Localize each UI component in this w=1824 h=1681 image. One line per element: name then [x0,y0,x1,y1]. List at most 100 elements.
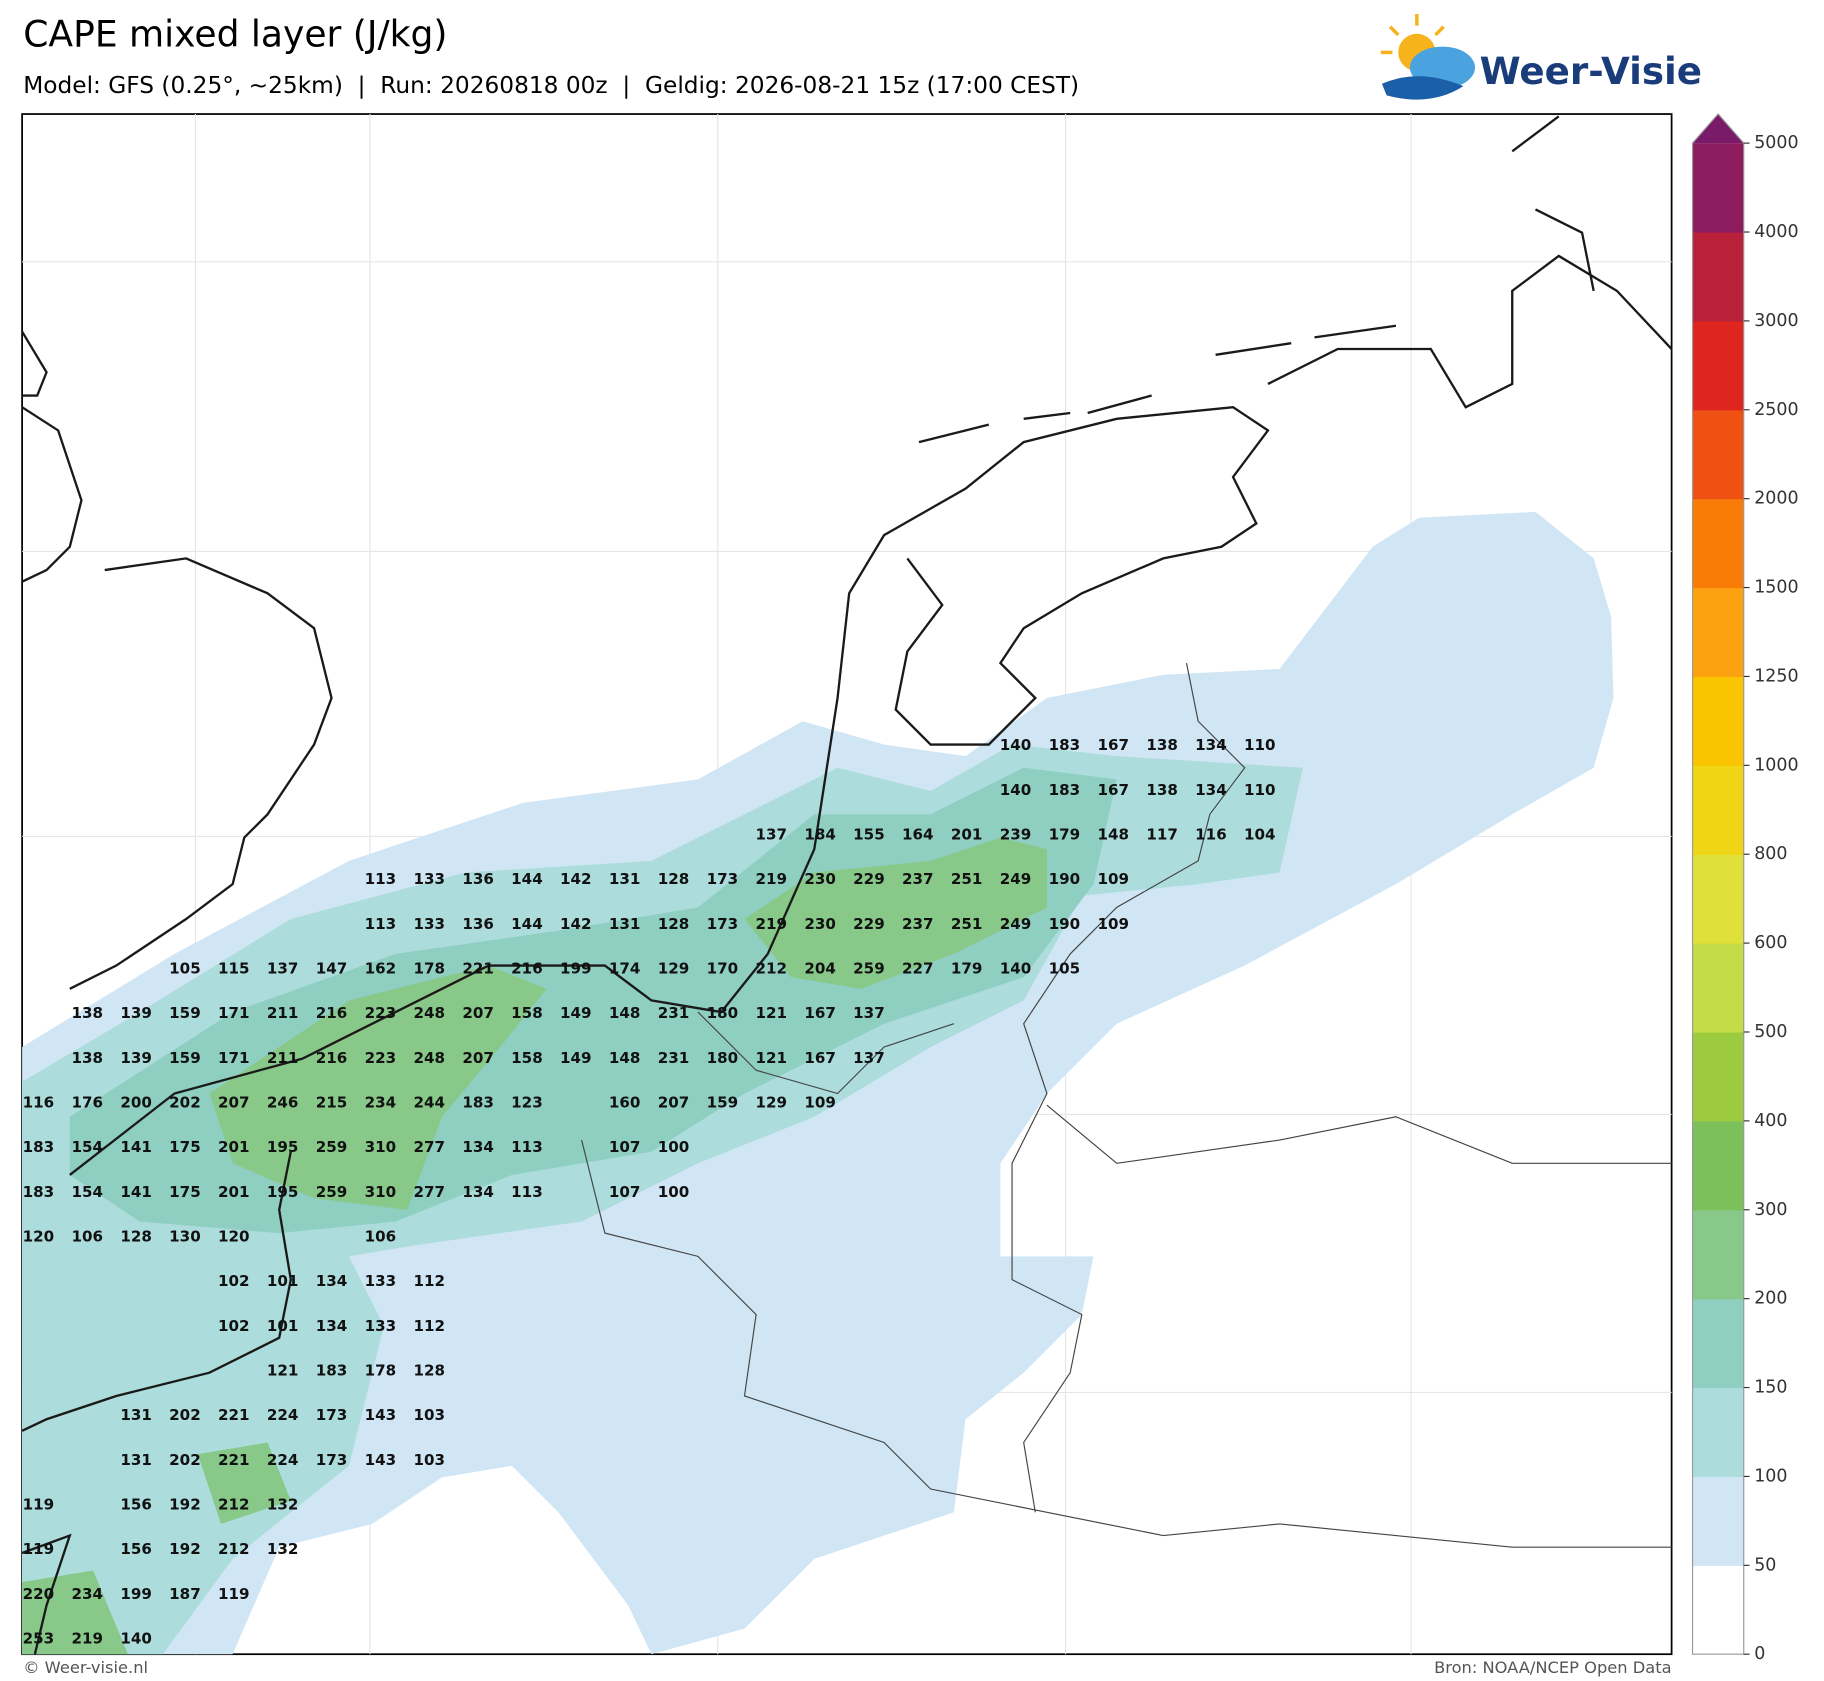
cape-value: 310 [365,1183,397,1201]
cape-value: 130 [169,1228,201,1246]
cape-value: 105 [169,960,201,978]
colorbar-segment [1692,587,1744,678]
cape-value: 173 [316,1451,348,1469]
cape-value: 133 [413,915,445,933]
colorbar-segment [1692,143,1744,233]
cape-value: 180 [707,1004,739,1022]
colorbar-frame [1691,113,1745,1655]
colorbar-segment [1692,1565,1744,1655]
cape-value: 211 [267,1004,299,1022]
cape-value: 277 [413,1138,445,1156]
cape-value: 244 [413,1094,445,1112]
cape-value: 159 [707,1094,739,1112]
cape-value: 179 [951,960,983,978]
colorbar-segment [1692,1298,1744,1389]
cape-value: 134 [316,1272,348,1290]
cape-value: 171 [218,1049,250,1067]
colorbar-label: 5000 [1754,133,1798,153]
cape-value: 173 [707,915,739,933]
cape-value: 175 [169,1138,201,1156]
cape-value: 136 [462,870,494,888]
cape-value: 202 [169,1451,201,1469]
cape-value: 132 [267,1496,299,1514]
cape-value: 129 [658,960,690,978]
cape-value: 109 [1097,870,1129,888]
cape-value: 223 [365,1004,397,1022]
cape-value: 106 [71,1228,103,1246]
cape-value: 128 [658,870,690,888]
cape-value: 131 [120,1451,152,1469]
cape-value: 143 [365,1451,397,1469]
colorbar-segment [1692,854,1744,944]
cape-value: 148 [1097,826,1129,844]
cape-value: 249 [1000,915,1032,933]
cape-value: 199 [560,960,592,978]
cape-value: 134 [1195,736,1227,754]
cape-value: 215 [316,1094,348,1112]
cape-value: 183 [1049,781,1081,799]
colorbar-segment [1692,320,1744,411]
colorbar-label: 3000 [1754,311,1798,331]
cape-value: 234 [365,1094,397,1112]
cape-value: 113 [365,870,397,888]
cape-value: 138 [71,1049,103,1067]
colorbar: 0 50 100 150 200 300 400 500 600 800 1000 1250 1500 2… [1691,113,1799,1664]
cape-value: 248 [413,1049,445,1067]
cape-value: 160 [609,1094,641,1112]
cape-value: 128 [413,1362,445,1380]
cape-value: 137 [853,1049,885,1067]
cape-value: 140 [1000,960,1032,978]
colorbar-segment [1692,676,1744,766]
cape-value: 158 [511,1049,543,1067]
cape-value: 110 [1244,781,1276,799]
cape-value: 251 [951,870,983,888]
cape-value: 207 [462,1049,494,1067]
cape-value: 219 [755,870,787,888]
cape-value: 119 [23,1496,55,1514]
cape-value: 119 [218,1585,250,1603]
cape-value: 109 [1097,915,1129,933]
cape-value: 137 [755,826,787,844]
cape-value: 224 [267,1451,299,1469]
cape-value: 237 [902,915,934,933]
cape-value: 259 [853,960,885,978]
cape-value: 137 [267,960,299,978]
cape-value: 187 [169,1585,201,1603]
cape-value: 144 [511,915,543,933]
cape-value: 230 [804,870,836,888]
cape-value: 140 [120,1630,152,1648]
colorbar-label: 50 [1754,1555,1776,1575]
colorbar-segment [1692,232,1744,322]
cape-value: 162 [365,960,397,978]
cape-value: 199 [120,1585,152,1603]
cape-value: 219 [71,1630,103,1648]
cape-value: 147 [316,960,348,978]
cape-value: 107 [609,1183,641,1201]
cape-value: 144 [511,870,543,888]
cape-value: 183 [316,1362,348,1380]
cape-value: 133 [365,1317,397,1335]
cape-value: 259 [316,1183,348,1201]
cape-value: 140 [1000,736,1032,754]
subtitle: Model: GFS (0.25°, ~25km) | Run: 2026081… [23,72,1079,99]
cape-value: 134 [462,1183,494,1201]
cape-value: 137 [853,1004,885,1022]
cape-value: 113 [511,1183,543,1201]
cape-value: 176 [71,1094,103,1112]
cape-200 [22,837,1047,1655]
cape-value: 149 [560,1049,592,1067]
colorbar-label: 800 [1754,844,1787,864]
cape-value: 183 [1049,736,1081,754]
colorbar-segment [1692,1031,1744,1122]
borders [581,662,1672,1548]
cape-value: 138 [1146,736,1178,754]
colorbar-label: 600 [1754,933,1787,953]
cape-value: 259 [316,1138,348,1156]
colorbar-segment [1692,1476,1744,1566]
cape-value: 120 [218,1228,250,1246]
cape-value: 133 [413,870,445,888]
cape-value: 102 [218,1272,250,1290]
cape-value: 110 [1244,736,1276,754]
colorbar-extend [1692,114,1744,144]
cape-value: 202 [169,1406,201,1424]
